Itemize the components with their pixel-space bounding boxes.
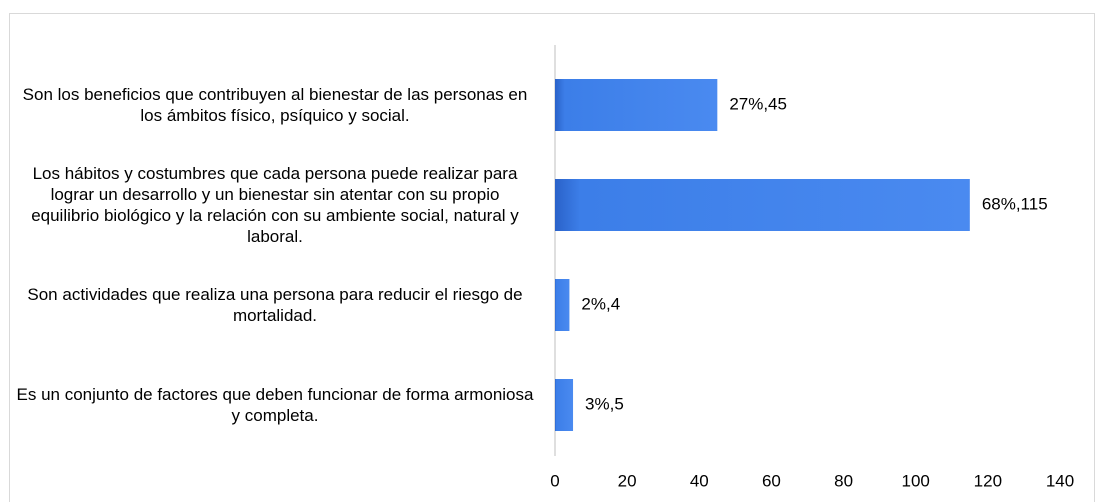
x-tick-label: 20 xyxy=(618,471,637,490)
category-label: Es un conjunto de factores que deben fun… xyxy=(16,385,534,425)
x-tick-label: 120 xyxy=(974,471,1002,490)
category-label: Son los beneficios que contribuyen al bi… xyxy=(22,85,528,125)
x-tick-label: 60 xyxy=(762,471,781,490)
x-tick-label: 100 xyxy=(902,471,930,490)
bar xyxy=(555,279,570,331)
bar xyxy=(555,79,718,131)
category-label: Son actividades que realiza una persona … xyxy=(27,285,523,325)
chart-border xyxy=(9,13,1095,502)
bar xyxy=(555,179,970,231)
value-label: 68%,115 xyxy=(982,194,1048,213)
bar xyxy=(555,379,574,431)
value-label: 2%,4 xyxy=(581,294,620,313)
x-tick-label: 0 xyxy=(550,471,559,490)
category-label: Los hábitos y costumbres que cada person… xyxy=(31,164,519,246)
x-tick-label: 80 xyxy=(834,471,853,490)
x-tick-label: 40 xyxy=(690,471,709,490)
value-label: 3%,5 xyxy=(585,394,624,413)
value-label: 27%,45 xyxy=(729,94,787,113)
x-tick-label: 140 xyxy=(1046,471,1074,490)
